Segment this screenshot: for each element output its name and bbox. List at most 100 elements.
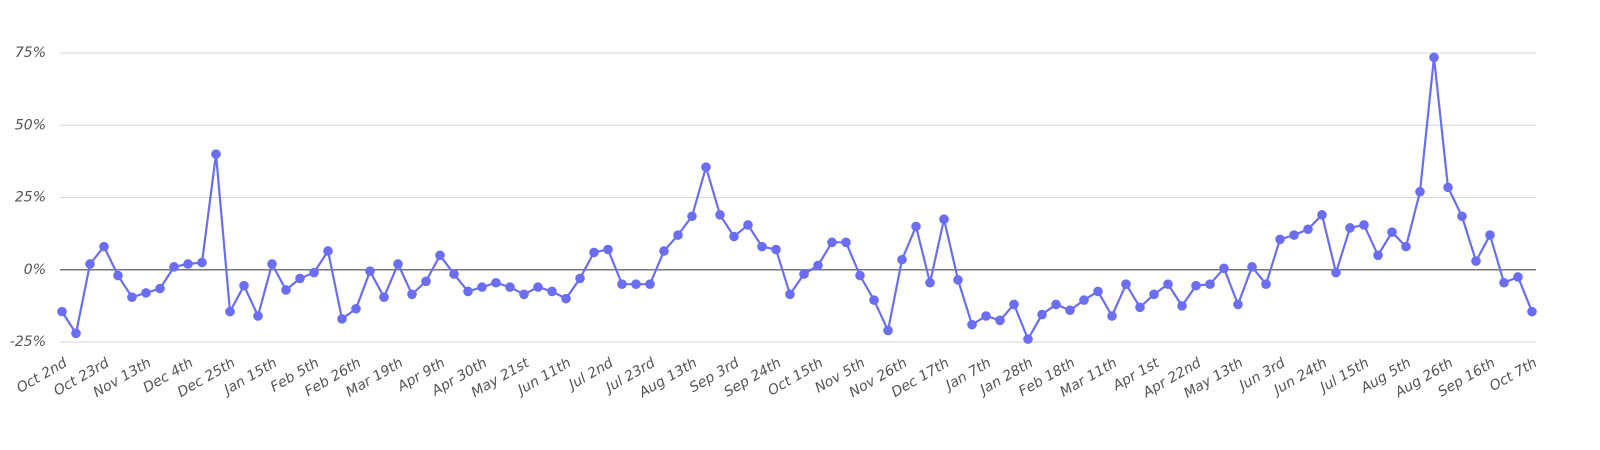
point [939, 214, 949, 224]
point [701, 162, 711, 172]
point [113, 270, 123, 281]
point [99, 241, 109, 252]
point [673, 230, 683, 240]
point [617, 279, 627, 290]
point [1163, 279, 1173, 290]
point [127, 292, 137, 303]
x-tick-label: Oct 7th [1487, 355, 1540, 395]
point [911, 221, 921, 232]
point [1359, 220, 1369, 230]
point [351, 303, 361, 314]
point [253, 311, 263, 321]
point [1429, 52, 1439, 63]
point [631, 279, 641, 290]
point [1149, 289, 1159, 300]
point [715, 210, 725, 220]
point [1401, 241, 1411, 252]
point [1065, 305, 1075, 316]
point [1121, 279, 1131, 290]
point [1233, 299, 1243, 310]
point [71, 328, 81, 339]
y-tick-label: 50% [15, 117, 46, 133]
point [995, 315, 1005, 326]
point [1093, 286, 1103, 297]
point [897, 254, 907, 265]
point [463, 286, 473, 297]
point [477, 282, 487, 292]
point [365, 266, 375, 276]
point [1107, 311, 1117, 321]
point [1009, 299, 1019, 310]
point [1261, 279, 1271, 290]
point [1457, 211, 1467, 222]
point [1527, 306, 1537, 317]
point [925, 277, 935, 288]
point [575, 273, 585, 284]
point [449, 269, 459, 279]
point [407, 289, 417, 300]
point [1485, 230, 1495, 240]
point [1275, 234, 1285, 245]
point [323, 246, 333, 256]
point [1387, 227, 1397, 237]
point [1415, 186, 1425, 197]
point [855, 270, 865, 281]
point [589, 247, 599, 258]
point [547, 286, 557, 297]
point [1331, 267, 1341, 278]
point [211, 149, 221, 159]
point [421, 276, 431, 287]
y-tick-label: 25% [15, 190, 46, 206]
point [491, 277, 501, 288]
point [281, 285, 291, 295]
point [225, 306, 235, 317]
y-tick-label: -25% [10, 334, 46, 350]
point [1289, 230, 1299, 240]
point [379, 292, 389, 303]
point [785, 289, 795, 300]
point [1079, 295, 1089, 305]
point [267, 259, 277, 269]
point [771, 244, 781, 255]
point [309, 267, 319, 278]
point [1345, 223, 1355, 233]
point [1135, 302, 1145, 313]
point [743, 220, 753, 230]
line [61, 57, 1534, 342]
point [337, 314, 347, 324]
point [645, 279, 655, 290]
point [757, 241, 767, 252]
point [85, 259, 95, 269]
point [953, 275, 963, 285]
point [505, 282, 515, 292]
point [169, 262, 179, 272]
point [813, 260, 823, 271]
point [869, 295, 879, 305]
y-tick-label: 75% [15, 45, 46, 61]
point [1037, 309, 1047, 320]
point [155, 283, 165, 294]
point [603, 244, 613, 255]
point [435, 250, 445, 261]
point [183, 259, 193, 269]
point [1247, 262, 1257, 272]
point [1023, 334, 1033, 344]
point [141, 288, 151, 298]
point [519, 289, 529, 300]
point [1499, 277, 1509, 288]
point [1513, 272, 1523, 282]
point [659, 246, 669, 256]
point [295, 273, 305, 284]
point [239, 280, 249, 291]
point [827, 237, 837, 248]
point [841, 237, 851, 248]
point [533, 282, 543, 292]
point [1303, 224, 1313, 235]
point [1373, 250, 1383, 261]
point [1443, 182, 1453, 193]
point [57, 306, 67, 317]
point [1191, 280, 1201, 291]
point [729, 231, 739, 242]
point [1219, 263, 1229, 274]
